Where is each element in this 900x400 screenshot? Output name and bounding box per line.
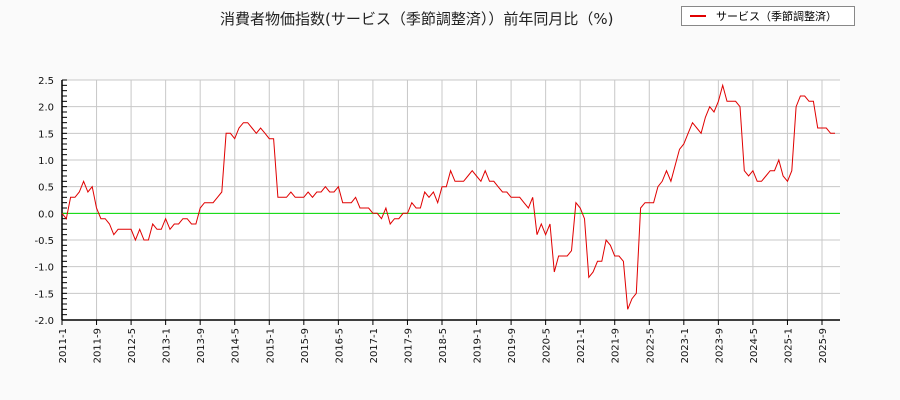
x-tick-label: 2016-5 <box>334 328 345 363</box>
x-tick-label: 2015-1 <box>265 328 276 363</box>
x-tick-label: 2019-9 <box>507 328 518 363</box>
x-tick-label: 2012-5 <box>127 328 138 363</box>
y-tick-label: 0.0 <box>38 209 54 220</box>
y-tick-label: 1.5 <box>38 129 54 140</box>
x-tick-label: 2024-5 <box>749 328 760 363</box>
x-tick-label: 2025-1 <box>783 328 794 363</box>
x-tick-label: 2023-9 <box>714 328 725 363</box>
chart-title: 消費者物価指数(サービス（季節調整済））前年同月比（%) <box>220 10 614 28</box>
y-tick-label: -0.5 <box>34 236 54 247</box>
x-tick-label: 2013-1 <box>162 328 173 363</box>
x-tick-label: 2014-5 <box>231 328 242 363</box>
legend-swatch-icon <box>690 15 706 17</box>
y-tick-label: 1.0 <box>38 156 54 167</box>
x-tick-label: 2019-1 <box>473 328 484 363</box>
y-tick-label: -1.5 <box>34 289 54 300</box>
x-tick-label: 2021-1 <box>576 328 587 363</box>
x-tick-label: 2020-5 <box>542 328 553 363</box>
y-tick-label: -1.0 <box>34 263 54 274</box>
x-tick-label: 2017-1 <box>369 328 380 363</box>
x-tick-label: 2013-9 <box>196 328 207 363</box>
x-tick-label: 2011-9 <box>93 328 104 363</box>
x-tick-label: 2018-5 <box>438 328 449 363</box>
y-tick-label: 0.5 <box>38 183 54 194</box>
y-tick-label: 2.0 <box>38 103 54 114</box>
series-line <box>61 83 835 310</box>
x-tick-label: 2023-1 <box>680 328 691 363</box>
x-tick-label: 2015-9 <box>300 328 311 363</box>
x-tick-label: 2011-1 <box>58 328 69 363</box>
x-tick-label: 2017-9 <box>403 328 414 363</box>
x-tick-label: 2022-5 <box>645 328 656 363</box>
legend: サービス（季節調整済） <box>681 6 855 26</box>
x-tick-label: 2021-9 <box>611 328 622 363</box>
legend-label: サービス（季節調整済） <box>716 10 837 23</box>
y-tick-label: 2.5 <box>38 76 54 87</box>
x-tick-label: 2025-9 <box>818 328 829 363</box>
y-tick-label: -2.0 <box>34 316 54 327</box>
plot-area <box>62 80 840 320</box>
